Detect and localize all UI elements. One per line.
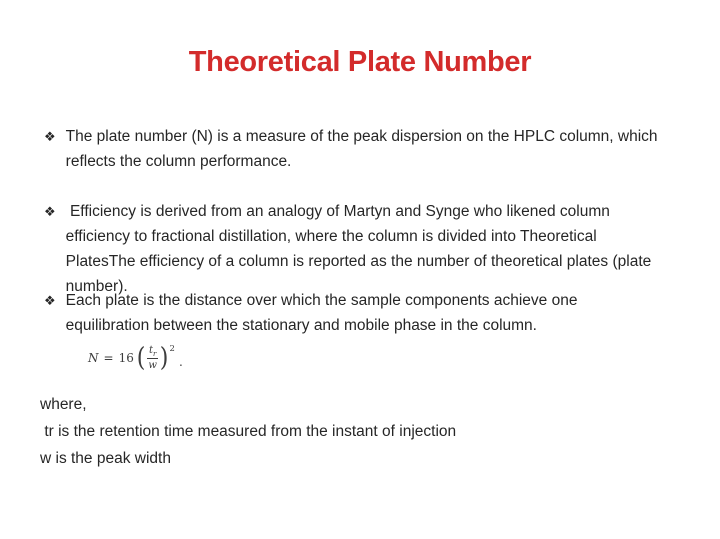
diamond-bullet-icon: ❖ bbox=[44, 129, 56, 144]
peak-width-definition: w is the peak width bbox=[40, 450, 171, 467]
bullet-item-efficiency: ❖ Efficiency is derived from an analogy … bbox=[44, 199, 700, 299]
formula-variable-n: N bbox=[88, 351, 99, 365]
formula-equals-sign: = bbox=[103, 351, 114, 365]
formula-numerator-subscript: r bbox=[153, 350, 157, 358]
formula-coefficient: 16 bbox=[118, 351, 134, 365]
slide-title: Theoretical Plate Number bbox=[188, 46, 532, 78]
plate-number-formula: N = 16 ( tr w ) 2 . bbox=[88, 343, 183, 373]
bullet-item-plate-number: ❖ The plate number (N) is a measure of t… bbox=[44, 124, 700, 174]
bullet-item-each-plate: ❖ Each plate is the distance over which … bbox=[44, 288, 700, 338]
formula-open-paren: ( bbox=[136, 343, 146, 373]
formula-numerator-base: t bbox=[149, 345, 154, 356]
formula-numerator: tr bbox=[147, 345, 159, 359]
formula-exponent: 2 bbox=[169, 344, 175, 354]
formula-fraction: tr w bbox=[147, 345, 159, 371]
retention-time-definition: tr is the retention time measured from t… bbox=[40, 423, 457, 440]
formula-denominator: w bbox=[148, 359, 157, 371]
bullet-text: The plate number (N) is a measure of the… bbox=[65, 128, 658, 170]
bullet-text: Efficiency is derived from an analogy of… bbox=[65, 203, 652, 295]
formula-close-paren: ) bbox=[160, 343, 169, 373]
bullet-text: Each plate is the distance over which th… bbox=[65, 292, 578, 334]
formula-period: . bbox=[178, 355, 183, 369]
where-label: where, bbox=[40, 396, 87, 413]
diamond-bullet-icon: ❖ bbox=[44, 293, 56, 308]
diamond-bullet-icon: ❖ bbox=[44, 204, 56, 219]
